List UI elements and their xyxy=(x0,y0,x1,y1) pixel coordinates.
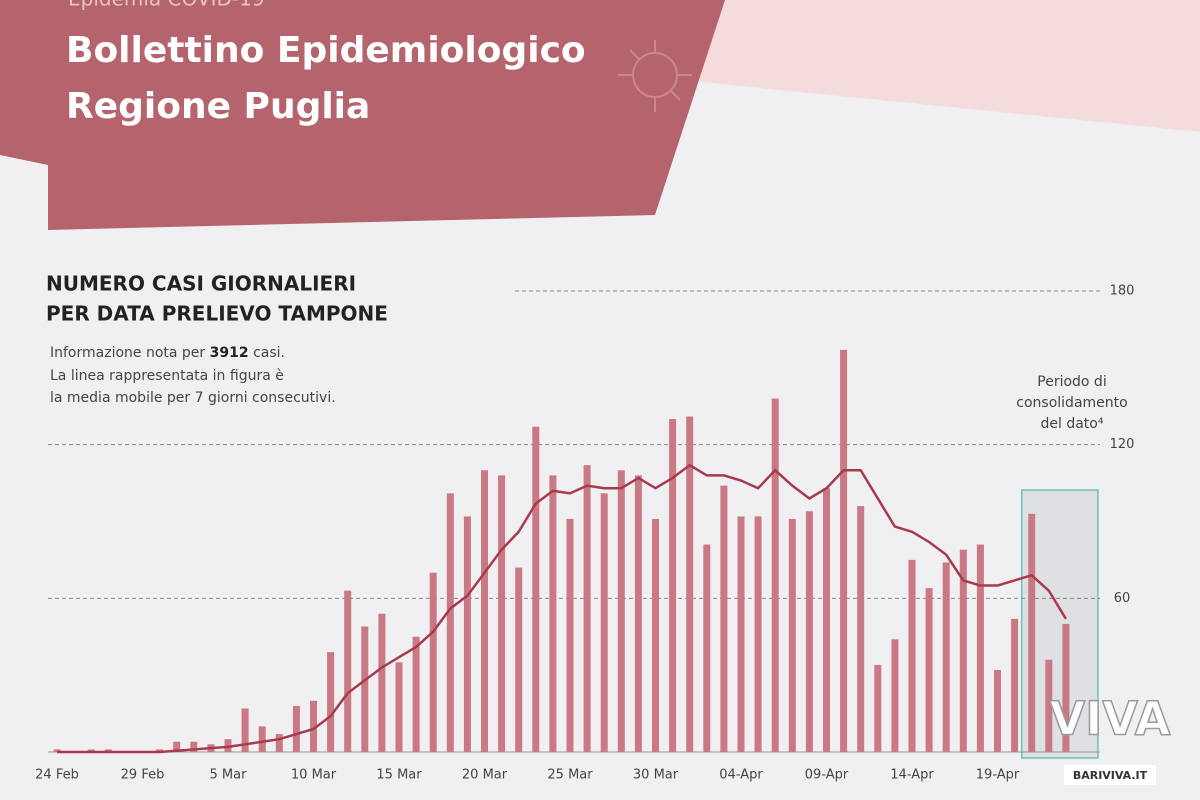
bar xyxy=(805,511,813,752)
plot: 60 120 180 24 Feb 29 Feb 5 Mar 10 Mar 15 Mar 20 … xyxy=(35,284,1134,783)
x-tick-label: 04-Apr xyxy=(719,768,763,783)
bar xyxy=(327,652,335,752)
bar xyxy=(891,639,899,752)
bar xyxy=(1011,618,1019,752)
bar xyxy=(498,475,506,752)
bar xyxy=(549,475,557,752)
bar xyxy=(754,516,762,752)
bar xyxy=(857,506,865,752)
bar xyxy=(840,349,848,752)
bar xyxy=(617,470,625,752)
x-tick-label: 20 Mar xyxy=(462,768,508,783)
bar xyxy=(634,475,642,752)
bar xyxy=(275,734,283,752)
note: La linea rappresentata in figura è xyxy=(50,368,284,384)
note-text: casi. xyxy=(253,345,285,361)
bar xyxy=(395,662,403,752)
bar xyxy=(1045,659,1053,752)
note: Informazione nota per 3912 casi. xyxy=(50,345,285,361)
bar xyxy=(788,518,796,752)
bar xyxy=(583,465,591,752)
bar xyxy=(515,567,523,752)
bar xyxy=(771,398,779,752)
y-tick-label: 60 xyxy=(1114,591,1131,606)
bar xyxy=(292,705,300,752)
bar xyxy=(224,739,232,752)
bar xyxy=(874,664,882,752)
note-count: 3912 xyxy=(210,345,249,361)
bar xyxy=(361,626,369,752)
annotation: Periodo di xyxy=(1037,374,1106,390)
watermark-logo: VIVA xyxy=(1050,692,1171,746)
x-tick-label: 29 Feb xyxy=(121,768,165,783)
bar xyxy=(446,493,454,752)
bar xyxy=(976,544,984,752)
bar xyxy=(566,518,574,752)
bar xyxy=(241,708,249,752)
note: la media mobile per 7 giorni consecutivi… xyxy=(50,390,336,406)
bar xyxy=(173,741,181,752)
x-tick-label: 19-Apr xyxy=(976,768,1020,783)
header-banner xyxy=(0,0,725,230)
y-tick-label: 120 xyxy=(1110,437,1135,452)
bar xyxy=(823,488,830,752)
bar xyxy=(925,588,933,752)
bar xyxy=(104,749,112,752)
bar xyxy=(412,636,420,752)
bar xyxy=(53,749,61,752)
x-tick-label: 5 Mar xyxy=(210,768,248,783)
x-tick-label: 14-Apr xyxy=(890,768,934,783)
bar xyxy=(1028,513,1036,752)
bar xyxy=(87,749,95,752)
bar xyxy=(600,493,608,752)
header-title: Bollettino Epidemiologico xyxy=(66,30,586,71)
bar xyxy=(1062,623,1070,752)
annotation: consolidamento xyxy=(1016,395,1127,411)
bar xyxy=(378,613,386,752)
virus-icon xyxy=(618,40,692,112)
watermark-site: BARIVIVA.IT xyxy=(1073,769,1148,782)
chart-title: PER DATA PRELIEVO TAMPONE xyxy=(46,302,388,326)
header-accent xyxy=(700,0,1200,132)
bar xyxy=(156,749,164,752)
bar xyxy=(959,549,967,752)
bar xyxy=(737,516,745,752)
x-tick-label: 25 Mar xyxy=(547,768,593,783)
moving-average-line xyxy=(57,463,1067,754)
bar xyxy=(310,700,317,752)
bar xyxy=(942,562,950,752)
bar xyxy=(344,590,352,752)
bar xyxy=(908,559,916,752)
x-tick-label: 15 Mar xyxy=(376,768,422,783)
x-tick-label: 24 Feb xyxy=(35,768,79,783)
bar xyxy=(429,572,437,752)
x-tick-label: 09-Apr xyxy=(805,768,849,783)
x-tick-label: 10 Mar xyxy=(291,768,337,783)
bar xyxy=(669,419,677,752)
bar xyxy=(720,485,728,752)
header-title: Regione Puglia xyxy=(66,86,370,127)
annotation: del dato⁴ xyxy=(1041,416,1104,432)
bar xyxy=(703,544,711,752)
bar xyxy=(532,426,540,752)
header-kicker: Epidemia COVID-19 xyxy=(68,0,265,11)
bar xyxy=(481,470,488,752)
bar xyxy=(258,726,266,752)
bar xyxy=(190,741,198,752)
chart-title: NUMERO CASI GIORNALIERI xyxy=(46,272,356,296)
bar xyxy=(686,416,694,752)
bar xyxy=(463,516,471,752)
note-text: Informazione nota per xyxy=(50,345,205,361)
watermark-badge xyxy=(1064,765,1156,785)
bar xyxy=(652,518,659,752)
bar xyxy=(994,670,1001,752)
x-tick-label: 30 Mar xyxy=(633,768,679,783)
y-tick-label: 180 xyxy=(1110,284,1135,299)
